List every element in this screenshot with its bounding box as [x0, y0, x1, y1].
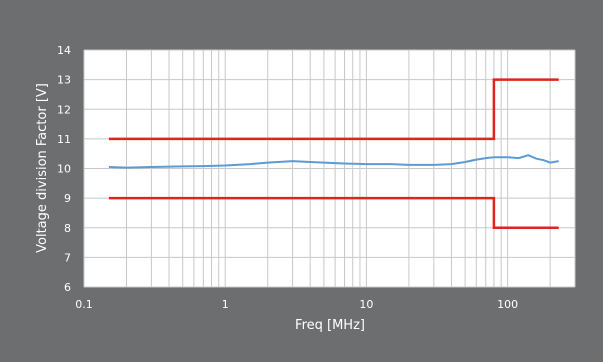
- x-tick-label: 1: [222, 298, 229, 311]
- limit-series-line: [108, 196, 559, 230]
- x-tick-label: 100: [497, 298, 518, 311]
- series-group: [108, 78, 559, 230]
- measured-series-line: [108, 154, 559, 169]
- y-tick-label: 14: [57, 44, 71, 57]
- y-tick-label: 12: [57, 103, 71, 116]
- y-tick-label: 13: [57, 74, 71, 87]
- x-tick-label: 0.1: [75, 298, 93, 311]
- limit-series-line: [108, 78, 559, 141]
- y-tick-label: 6: [64, 281, 71, 294]
- y-tick-label: 8: [64, 222, 71, 235]
- y-axis-label: Voltage division Factor [V]: [35, 83, 50, 253]
- x-tick-labels: 0.1 1 10 100: [75, 298, 518, 311]
- y-tick-label: 9: [64, 192, 71, 205]
- y-tick-labels: 6 7 8 9 10 11 12 13 14: [57, 44, 71, 294]
- x-axis-label: Freq [MHz]: [295, 318, 365, 333]
- x-tick-label: 10: [359, 298, 373, 311]
- y-tick-label: 10: [57, 163, 71, 176]
- grid-lines: [83, 49, 576, 288]
- y-tick-label: 7: [64, 251, 71, 264]
- y-tick-label: 11: [57, 133, 71, 146]
